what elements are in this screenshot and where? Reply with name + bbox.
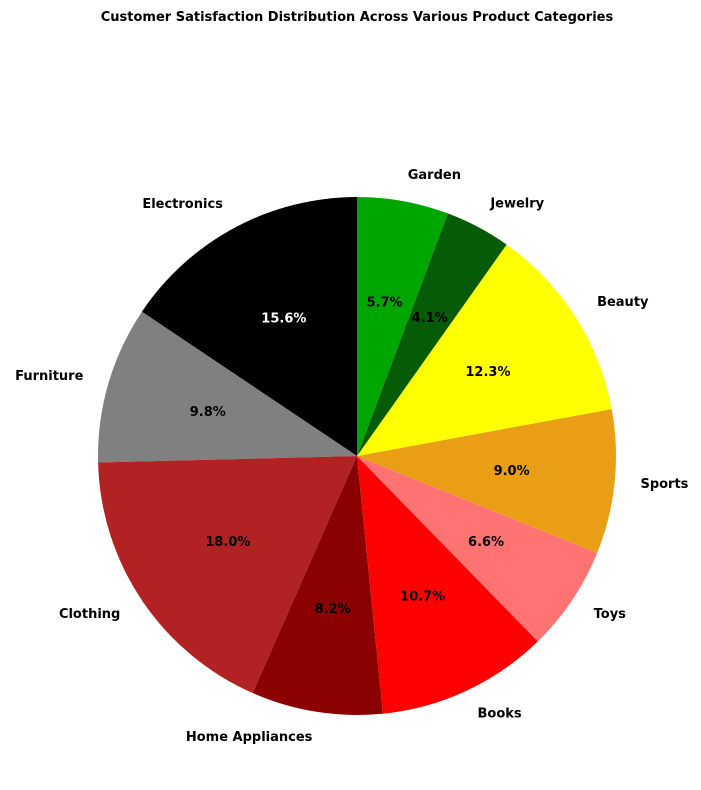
category-label-furniture: Furniture xyxy=(15,369,83,384)
percent-label-jewelry: 4.1% xyxy=(412,311,448,326)
category-label-clothing: Clothing xyxy=(59,607,120,622)
pie-slice-electronics xyxy=(141,197,357,456)
category-label-beauty: Beauty xyxy=(597,295,649,310)
pie-slice-jewelry xyxy=(357,213,507,456)
percent-label-electronics: 15.6% xyxy=(261,311,306,326)
percent-label-home-appliances: 8.2% xyxy=(315,602,351,617)
pie-slice-furniture xyxy=(98,311,357,463)
category-label-home-appliances: Home Appliances xyxy=(186,730,313,745)
category-label-jewelry: Jewelry xyxy=(489,197,544,212)
category-label-garden: Garden xyxy=(408,168,461,183)
percent-label-furniture: 9.8% xyxy=(190,405,226,420)
pie-slice-garden xyxy=(357,197,448,456)
percent-label-garden: 5.7% xyxy=(367,296,403,311)
percent-label-sports: 9.0% xyxy=(494,464,530,479)
category-label-sports: Sports xyxy=(640,477,688,492)
percent-label-toys: 6.6% xyxy=(468,535,504,550)
percent-label-books: 10.7% xyxy=(400,589,445,604)
percent-label-beauty: 12.3% xyxy=(465,365,510,380)
percent-labels: 15.6% 9.8% 18.0% 8.2% 10.7% 6.6% 9.0% 12.3% 4.1%… xyxy=(190,296,530,617)
pie-slice-home-appliances xyxy=(252,456,383,715)
pie-slice-sports xyxy=(357,409,616,553)
chart-title: Customer Satisfaction Distribution Acros… xyxy=(101,10,614,25)
percent-label-clothing: 18.0% xyxy=(205,535,250,550)
pie-slice-beauty xyxy=(357,244,612,456)
category-label-toys: Toys xyxy=(594,607,627,622)
pie-slice-clothing xyxy=(98,456,358,694)
category-label-electronics: Electronics xyxy=(142,197,223,212)
pie-slice-books xyxy=(357,456,538,714)
pie-slice-toys xyxy=(357,456,598,642)
category-labels: Electronics Furniture Clothing Home Applian… xyxy=(15,168,689,745)
category-label-books: Books xyxy=(477,707,521,722)
pie-slices xyxy=(98,197,616,715)
